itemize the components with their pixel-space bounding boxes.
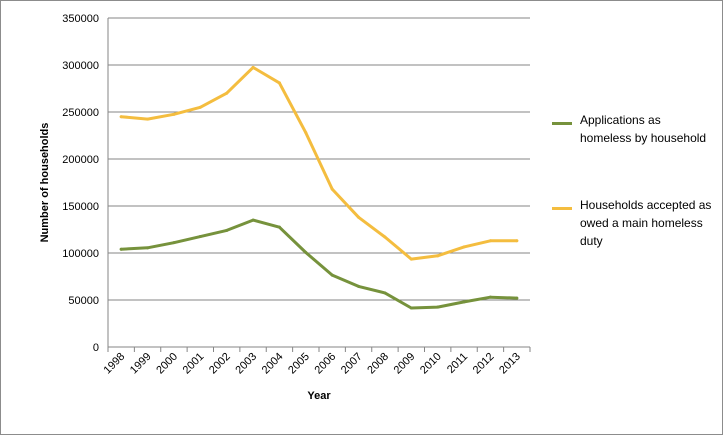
x-tick-label: 2010: [418, 351, 444, 377]
x-tick-label: 2004: [260, 351, 286, 377]
x-tick-label: 2012: [471, 351, 497, 377]
y-tick-label: 0: [93, 342, 99, 354]
data-point: [410, 306, 413, 309]
x-tick-label: 2001: [181, 351, 207, 377]
data-point: [463, 300, 466, 303]
x-tick-label: 1999: [128, 351, 154, 377]
data-point: [383, 236, 386, 239]
data-point: [146, 246, 149, 249]
data-point: [410, 258, 413, 261]
data-point: [146, 118, 149, 121]
legend-label-line: Applications as: [580, 111, 720, 129]
data-point: [304, 251, 307, 254]
data-point: [172, 241, 175, 244]
data-point: [331, 274, 334, 277]
legend-label-line: Households accepted as: [580, 196, 720, 214]
data-point: [331, 188, 334, 191]
data-point: [463, 245, 466, 248]
chart-container: 0 50000 100000 150000 200000 250000 300000 3500…: [0, 0, 723, 435]
data-point: [515, 297, 518, 300]
x-tick-label: 1998: [102, 351, 128, 377]
series-line-1: [121, 67, 517, 259]
data-point: [515, 239, 518, 242]
data-point: [172, 113, 175, 116]
x-tick-label: 2000: [154, 351, 180, 377]
data-point: [489, 239, 492, 242]
data-point: [199, 235, 202, 238]
y-tick-label: 300000: [62, 60, 99, 72]
x-tick-label: 2003: [233, 351, 259, 377]
x-tick-label: 2006: [313, 351, 339, 377]
x-tick-label: 2013: [497, 351, 523, 377]
y-tick-label: 50000: [68, 295, 99, 307]
legend-label-applications: Applications as homeless by household: [580, 111, 720, 147]
data-point: [199, 106, 202, 109]
data-point: [225, 92, 228, 95]
x-tick-label: 2002: [207, 351, 233, 377]
y-tick-label: 200000: [62, 154, 99, 166]
data-point: [252, 66, 255, 69]
data-point: [489, 296, 492, 299]
data-point: [278, 81, 281, 84]
legend-label-line: homeless by household: [580, 129, 720, 147]
x-tick-label: 2005: [286, 351, 312, 377]
data-point: [120, 115, 123, 118]
y-tick-label: 150000: [62, 201, 99, 213]
series-lines: [120, 66, 519, 310]
data-point: [436, 254, 439, 257]
legend-label-accepted: Households accepted as owed a main homel…: [580, 196, 720, 250]
data-point: [225, 229, 228, 232]
series-line-0: [121, 220, 517, 308]
data-point: [357, 216, 360, 219]
y-tick-label: 100000: [62, 248, 99, 260]
data-point: [357, 285, 360, 288]
tick-labels: 0 50000 100000 150000 200000 250000 300000 3500…: [62, 13, 523, 376]
data-point: [252, 219, 255, 222]
data-point: [304, 131, 307, 134]
legend-swatch-applications: [552, 122, 572, 125]
data-point: [278, 226, 281, 229]
x-tick-label: 2009: [392, 351, 418, 377]
y-tick-label: 350000: [62, 13, 99, 25]
legend-swatch-accepted: [552, 207, 572, 210]
data-point: [436, 306, 439, 309]
x-tick-label: 2008: [365, 351, 391, 377]
x-tick-label: 2011: [445, 351, 470, 376]
y-tick-label: 250000: [62, 107, 99, 119]
data-point: [120, 248, 123, 251]
x-axis-title: Year: [307, 390, 331, 402]
legend-label-line: owed a main homeless: [580, 214, 720, 232]
y-axis-title: Number of households: [39, 123, 51, 243]
legend-label-line: duty: [580, 232, 720, 250]
data-point: [383, 291, 386, 294]
x-tick-label: 2007: [339, 351, 365, 377]
